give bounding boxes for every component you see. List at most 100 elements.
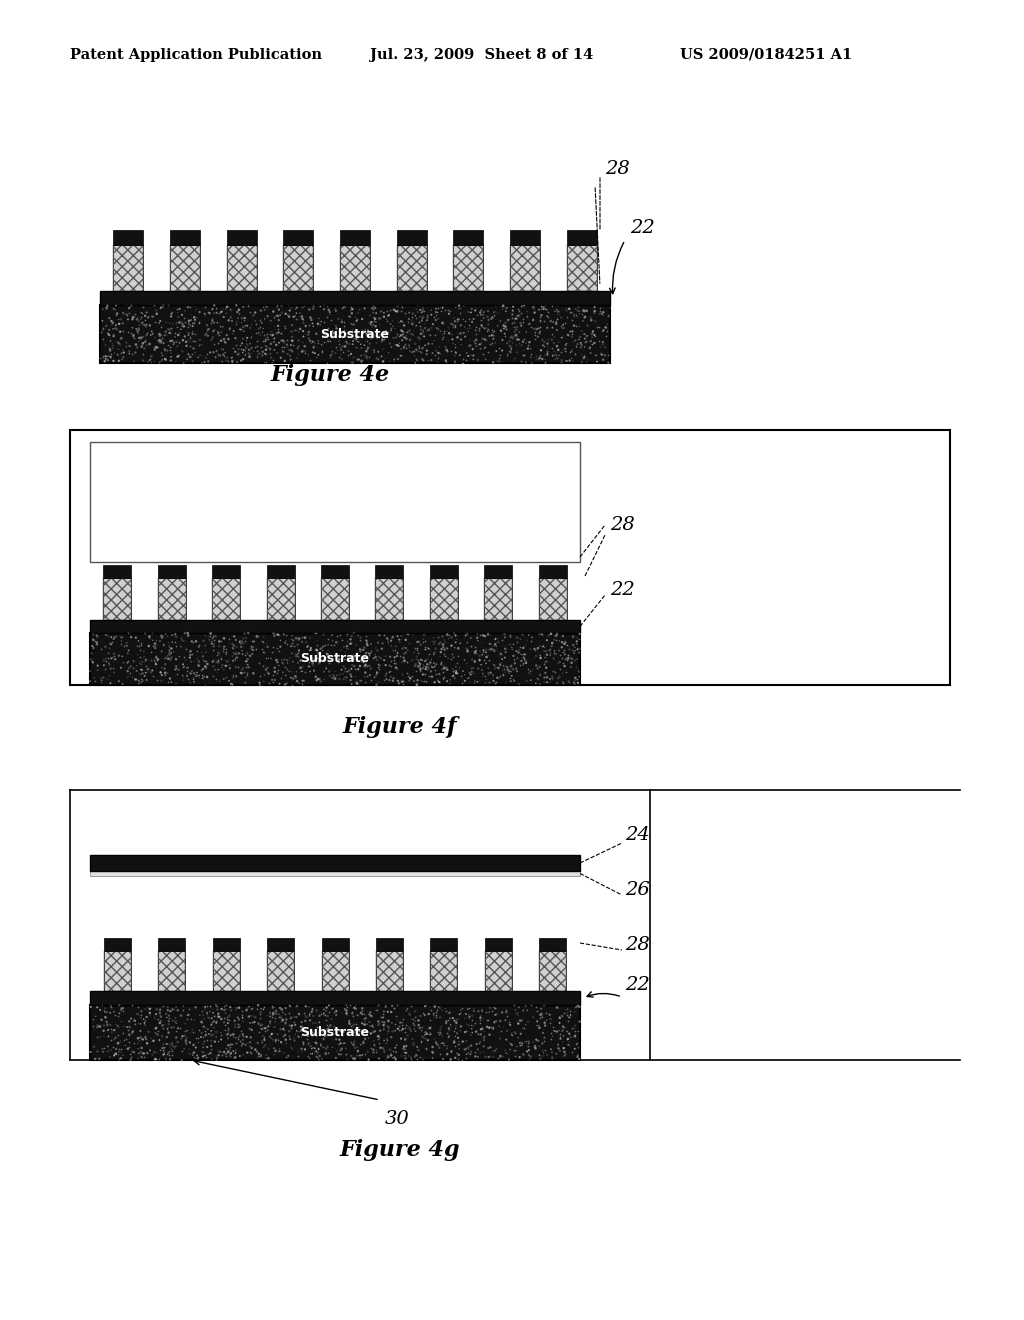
Point [474,327,490,348]
Point [400,312,417,333]
Point [348,321,365,342]
Point [459,1014,475,1035]
Point [529,1015,546,1036]
Point [482,663,499,684]
Bar [566,230,597,246]
Point [209,298,225,319]
Point [152,1002,168,1023]
Point [172,1018,188,1039]
Point [130,1014,146,1035]
Point [517,636,534,657]
Point [343,673,359,694]
Point [169,664,185,685]
Point [341,334,357,355]
Point [151,323,167,345]
Point [510,1005,526,1026]
Point [564,648,581,669]
Point [157,348,173,370]
Point [486,659,503,680]
Point [102,997,119,1018]
Point [375,329,391,350]
Point [106,1019,123,1040]
Point [350,326,367,347]
Point [563,302,580,323]
Point [295,1034,311,1055]
Point [101,345,118,366]
Point [263,321,280,342]
Point [111,1041,127,1063]
Point [153,661,169,682]
Point [476,1035,493,1056]
Point [304,999,321,1020]
Point [110,1015,126,1036]
Point [359,337,376,358]
Point [355,636,372,657]
Point [339,333,355,354]
Point [458,638,474,659]
Point [157,664,173,685]
Point [321,995,337,1016]
Point [252,1007,268,1028]
Point [591,317,607,338]
Point [241,1018,257,1039]
Point [131,1043,147,1064]
Point [513,296,529,317]
Point [551,630,567,651]
Bar [103,950,131,991]
Point [434,296,451,317]
Point [148,669,165,690]
Point [439,638,456,659]
Point [130,673,146,694]
Point [542,644,558,665]
Point [297,661,313,682]
Point [544,635,560,656]
Point [191,301,208,322]
Point [552,1028,568,1049]
Point [230,1008,247,1030]
Point [540,333,556,354]
Point [283,348,299,370]
Point [153,661,169,682]
Point [404,325,421,346]
Point [413,1031,429,1052]
Point [537,667,553,688]
Point [246,341,262,362]
Point [450,308,466,329]
Bar [103,578,131,620]
Point [515,1001,531,1022]
Point [516,1044,532,1065]
Point [598,326,614,347]
Point [411,327,427,348]
Point [411,1010,427,1031]
Point [85,636,101,657]
Point [353,345,370,366]
Point [497,318,513,339]
Point [536,1027,552,1048]
Point [242,1012,258,1034]
Point [265,1003,282,1024]
Point [409,638,425,659]
Point [335,297,351,318]
Point [361,1015,378,1036]
Point [436,645,453,667]
Point [297,1010,313,1031]
Point [389,301,406,322]
Point [207,659,223,680]
Point [84,635,100,656]
Point [459,638,475,659]
Point [471,669,487,690]
Point [123,656,139,677]
Point [275,1026,292,1047]
Point [250,626,266,647]
Point [306,1041,323,1063]
Point [519,999,536,1020]
Point [203,1014,219,1035]
Point [301,652,317,673]
Point [86,1036,102,1057]
Point [531,310,548,331]
Point [532,339,549,360]
Bar [100,305,610,363]
Point [95,1038,112,1059]
Point [210,1003,226,1024]
Point [259,657,275,678]
